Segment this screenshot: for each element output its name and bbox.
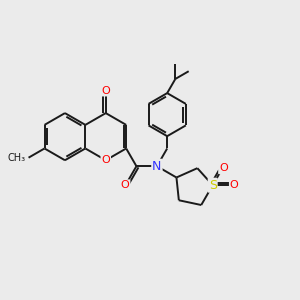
Text: CH₃: CH₃	[7, 153, 26, 163]
Text: O: O	[101, 155, 110, 165]
Text: O: O	[230, 180, 239, 190]
Text: O: O	[219, 163, 228, 173]
Text: S: S	[209, 179, 217, 192]
Text: N: N	[152, 160, 162, 173]
Text: O: O	[101, 85, 110, 96]
Text: O: O	[121, 180, 130, 190]
